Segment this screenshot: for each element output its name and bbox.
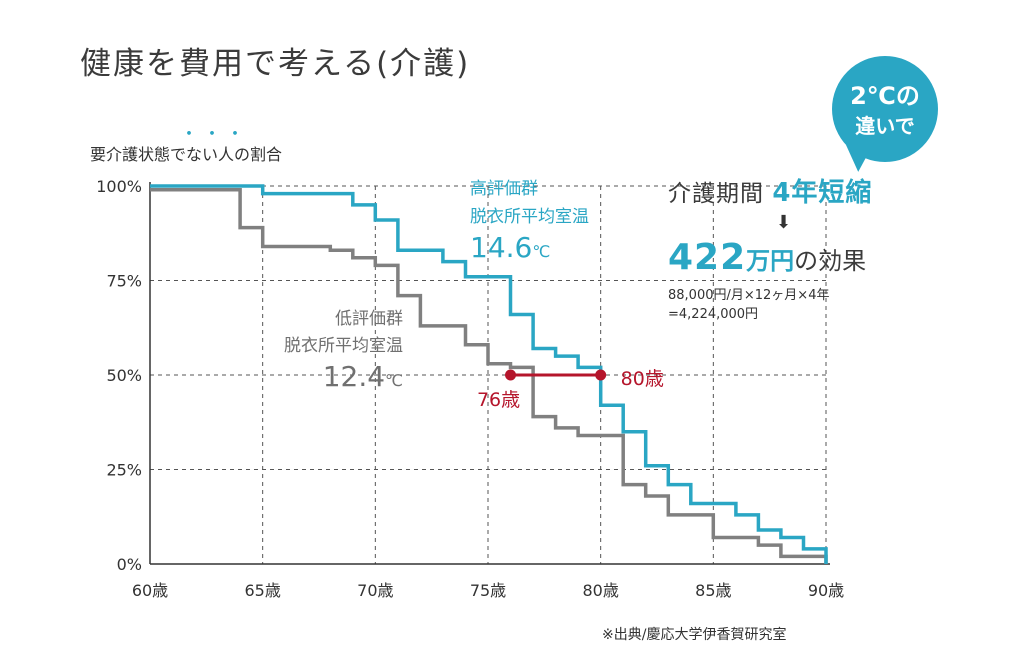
- difference-badge: 2℃の 違いで: [832, 56, 944, 174]
- grid-layer: [150, 185, 827, 564]
- y-tick-label: 50%: [106, 366, 142, 385]
- marker-76: [505, 369, 517, 381]
- axis-layer: 0% 25% 50% 75% 100% 60歳 65歳 70歳 75歳 80歳 85歳 90歳: [96, 177, 844, 600]
- emphasis-dots: ・・・: [180, 124, 249, 145]
- care-period-line: 介護期間 4年短縮: [668, 172, 918, 209]
- x-tick-label: 90歳: [808, 581, 844, 600]
- marker-80-label: 80歳: [621, 368, 664, 390]
- y-axis-title: 要介護状態でない人の割合: [90, 145, 283, 164]
- high-group-temp-value: 14.6℃: [470, 231, 550, 264]
- cost-unit: 万円: [746, 247, 795, 275]
- badge-line1: 2℃の: [850, 82, 920, 110]
- x-tick-label: 75歳: [470, 581, 506, 600]
- high-group-step-line: [150, 184, 828, 564]
- x-tick-label: 80歳: [582, 581, 618, 600]
- high-group-label-line1: 高評価群: [470, 179, 538, 199]
- y-tick-label: 75%: [106, 272, 142, 291]
- cost-suffix: の効果: [794, 247, 867, 275]
- care-period-highlight: 4年短縮: [772, 178, 873, 208]
- low-group-step-line: [150, 188, 828, 564]
- high-group-temp-unit: ℃: [532, 242, 550, 261]
- x-tick-label: 85歳: [695, 581, 731, 600]
- marker-80: [595, 369, 607, 381]
- cost-effect-line: 422万円の効果: [668, 237, 918, 278]
- y-tick-label: 0%: [117, 555, 142, 574]
- low-group-label-line1: 低評価群: [335, 309, 403, 329]
- effect-summary: 介護期間 4年短縮 ⬇ 422万円の効果 88,000円/月×12ヶ月×4年 =…: [668, 172, 918, 322]
- badge-circle: [832, 56, 938, 162]
- calculation-line2: =4,224,000円: [668, 307, 759, 322]
- badge-line2: 違いで: [855, 114, 915, 138]
- x-tick-label: 70歳: [357, 581, 393, 600]
- cost-amount: 422: [668, 237, 747, 278]
- care-period-prefix: 介護期間: [668, 181, 773, 207]
- y-tick-label: 25%: [106, 461, 142, 480]
- series-layer: [150, 184, 828, 564]
- x-tick-label: 60歳: [132, 581, 168, 600]
- x-tick-label: 65歳: [244, 581, 280, 600]
- calculation-line1: 88,000円/月×12ヶ月×4年: [668, 288, 830, 303]
- page-title: 健康を費用で考える(介護): [80, 46, 471, 82]
- low-group-label-line2: 脱衣所平均室温: [284, 336, 403, 356]
- source-note: ※出典/慶応大学伊香賀研究室: [602, 627, 787, 643]
- high-group-temp-number: 14.6: [470, 231, 532, 264]
- y-tick-label: 100%: [96, 177, 142, 196]
- high-group-label-line2: 脱衣所平均室温: [470, 207, 589, 227]
- down-arrow-icon: ⬇: [776, 212, 792, 233]
- low-group-temp-unit: ℃: [385, 371, 403, 390]
- marker-76-label: 76歳: [477, 389, 520, 411]
- annotation-layer: 76歳 80歳: [477, 368, 664, 411]
- low-group-temp-number: 12.4: [323, 360, 385, 393]
- low-group-temp-value: 12.4℃: [323, 360, 403, 393]
